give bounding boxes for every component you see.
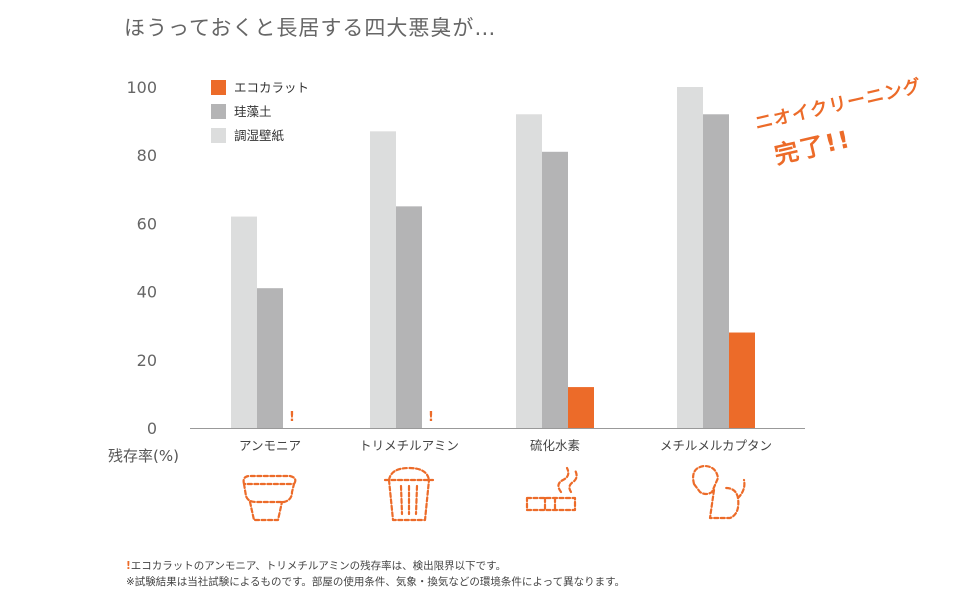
x-tick-label: アンモニア <box>239 438 301 453</box>
bar <box>516 114 542 428</box>
legend-label: エコカラット <box>234 80 309 95</box>
bars <box>231 87 755 429</box>
y-tick-label: 20 <box>137 351 157 370</box>
y-tick-label: 100 <box>126 78 157 97</box>
legend-swatch <box>211 128 226 143</box>
bar <box>231 216 257 428</box>
y-axis-ticks: 0 20 40 60 80 100 <box>126 78 157 438</box>
bar <box>568 387 594 428</box>
category-icons <box>242 464 746 522</box>
y-tick-label: 0 <box>147 419 157 438</box>
y-axis-label: 残存率(%) <box>108 447 179 465</box>
annotation-mark: ! <box>289 410 295 425</box>
bar <box>370 131 396 428</box>
x-tick-label: 硫化水素 <box>530 438 580 453</box>
legend-label: 珪藻土 <box>234 104 272 119</box>
bar <box>396 206 422 428</box>
annotation-mark: ! <box>428 410 434 425</box>
y-tick-label: 40 <box>137 283 157 302</box>
y-tick-label: 60 <box>137 214 157 233</box>
legend-swatch <box>211 104 226 119</box>
bar <box>729 332 755 428</box>
y-tick-label: 80 <box>137 146 157 165</box>
bar <box>677 87 703 428</box>
footnotes: !エコカラットのアンモニア、トリメチルアミンの残存率は、検出限界以下です。 ※試… <box>126 558 625 590</box>
annotations: !! <box>289 410 434 425</box>
bar <box>703 114 729 428</box>
bar <box>257 288 283 428</box>
footnote-2: ※試験結果は当社試験によるものです。部屋の使用条件、気象・換気などの環境条件によ… <box>126 576 626 588</box>
footnote-mark: ! <box>126 560 131 572</box>
toilet-icon <box>242 474 297 522</box>
cigarette-icon <box>525 466 578 512</box>
legend-label: 調湿壁紙 <box>234 128 285 143</box>
footnote-1: エコカラットのアンモニア、トリメチルアミンの残存率は、検出限界以下です。 <box>130 560 507 572</box>
legend-swatch <box>211 80 226 95</box>
x-tick-label: メチルメルカプタン <box>660 438 772 453</box>
category-labels: アンモニア トリメチルアミン 硫化水素 メチルメルカプタン <box>239 438 772 453</box>
trash-bin-icon <box>383 466 435 522</box>
x-tick-label: トリメチルアミン <box>359 438 459 453</box>
bar <box>542 151 568 429</box>
chart-title: ほうっておくと長居する四大悪臭が… <box>124 16 497 40</box>
dog-icon <box>692 464 746 520</box>
